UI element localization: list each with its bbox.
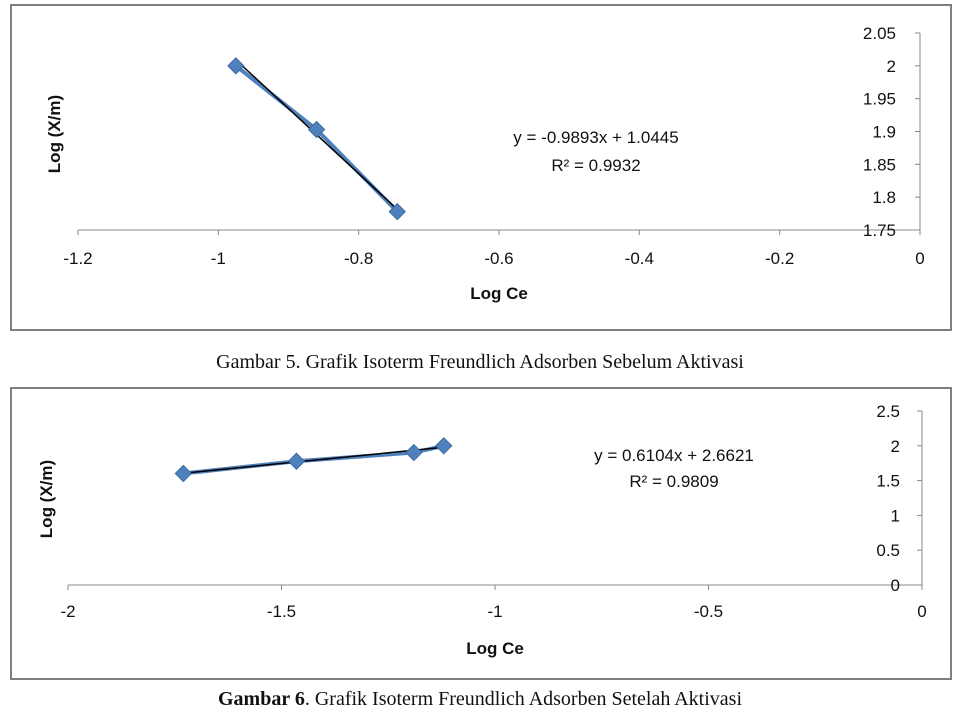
y-tick-label: 1 bbox=[891, 506, 900, 525]
data-point bbox=[227, 57, 245, 75]
y-axis-title: Log (X/m) bbox=[45, 95, 64, 173]
x-tick-label: -2 bbox=[60, 602, 75, 621]
x-axis-title: Log Ce bbox=[466, 639, 524, 658]
x-tick-label: -1 bbox=[487, 602, 502, 621]
caption-2-prefix: Gambar 6 bbox=[218, 688, 305, 710]
y-tick-label: 2 bbox=[891, 437, 900, 456]
x-tick-label: -0.8 bbox=[344, 249, 373, 268]
y-tick-label: 0 bbox=[891, 576, 900, 595]
x-tick-label: -0.6 bbox=[484, 249, 513, 268]
trendline-equation: y = 0.6104x + 2.6621 bbox=[594, 446, 754, 465]
x-tick-label: -1.2 bbox=[63, 249, 92, 268]
y-tick-label: 1.9 bbox=[872, 123, 896, 142]
data-point bbox=[174, 464, 192, 483]
data-point bbox=[287, 452, 306, 470]
x-tick-label: -0.4 bbox=[625, 249, 654, 268]
caption-2-text: . Grafik Isoterm Freundlich Adsorben Set… bbox=[304, 688, 742, 710]
chart-panel-1: -1.2 -1 -0.8 -0.6 -0.4 -0.2 0 1.75 1.8 1.85 1.9 1.9… bbox=[10, 4, 952, 331]
chart-panel-2: -2 -1.5 -1 -0.5 0 0 0.5 1 1.5 2 2.5 Log Ce Log (X/m)… bbox=[10, 387, 952, 680]
x-tick-label: -0.2 bbox=[765, 249, 794, 268]
x-tick-label: -1 bbox=[211, 249, 226, 268]
y-tick-label: 0.5 bbox=[876, 541, 900, 560]
x-axis-title: Log Ce bbox=[470, 284, 528, 303]
data-point bbox=[435, 437, 453, 455]
figure-caption-2: Gambar 6. Grafik Isoterm Freundlich Adso… bbox=[0, 688, 960, 711]
y-tick-label: 1.95 bbox=[863, 90, 896, 109]
trendline-equation: y = -0.9893x + 1.0445 bbox=[513, 128, 678, 147]
y-tick-label: 2 bbox=[887, 57, 896, 76]
y-tick-label: 1.75 bbox=[863, 221, 896, 240]
y-tick-label: 1.5 bbox=[876, 472, 900, 491]
caption-1-text: Gambar 5. Grafik Isoterm Freundlich Adso… bbox=[216, 351, 744, 373]
data-point bbox=[405, 443, 423, 462]
y-tick-label: 2.05 bbox=[863, 24, 896, 43]
data-point bbox=[388, 202, 406, 221]
data-point bbox=[307, 120, 326, 139]
x-tick-label: -1.5 bbox=[267, 602, 296, 621]
figure-caption-1: Gambar 5. Grafik Isoterm Freundlich Adso… bbox=[0, 351, 960, 374]
y-axis-title: Log (X/m) bbox=[37, 460, 56, 538]
r-squared-label: R² = 0.9809 bbox=[629, 472, 718, 491]
chart-2-svg: -2 -1.5 -1 -0.5 00 0.5 1 1.5 2 2.5 Log Ce Log (X/m)… bbox=[37, 402, 927, 658]
y-tick-label: 1.85 bbox=[863, 155, 896, 174]
y-tick-label: 2.5 bbox=[876, 402, 900, 421]
x-tick-label: -0.5 bbox=[694, 602, 723, 621]
series-line bbox=[234, 64, 399, 214]
trendline bbox=[183, 446, 444, 474]
y-tick-label: 1.8 bbox=[872, 188, 896, 207]
x-tick-label: 0 bbox=[915, 249, 924, 268]
x-tick-label: 0 bbox=[917, 602, 926, 621]
r-squared-label: R² = 0.9932 bbox=[551, 156, 640, 175]
chart-1-svg: -1.2 -1 -0.8 -0.6 -0.4 -0.2 0 1.75 1.8 1.85 1.9 1.9… bbox=[45, 24, 925, 303]
